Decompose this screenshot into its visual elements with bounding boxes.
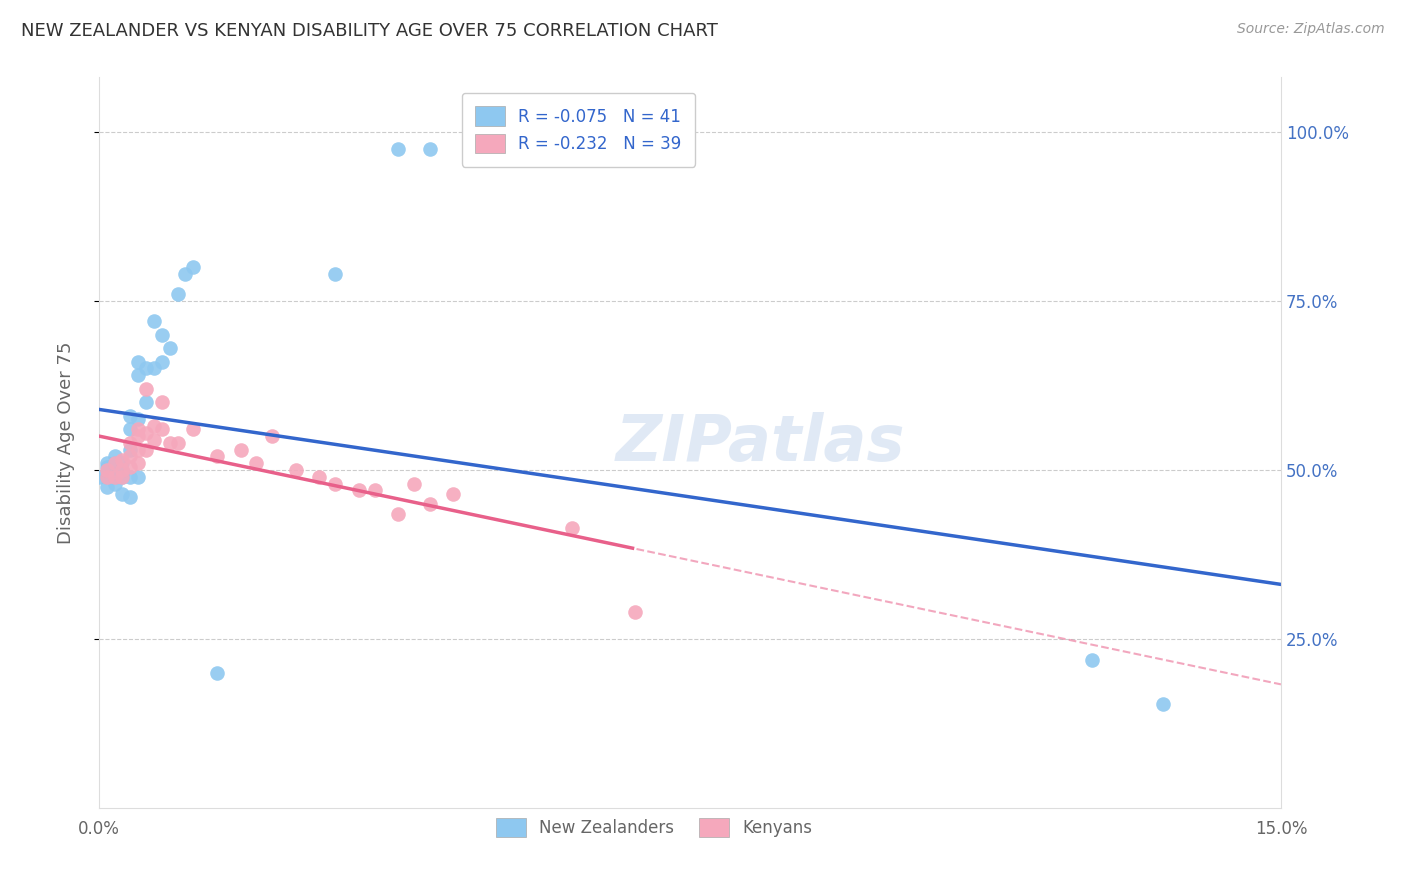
Point	[127, 368, 149, 383]
Point	[120, 409, 142, 423]
Point	[111, 463, 134, 477]
Point	[387, 507, 409, 521]
Legend: New Zealanders, Kenyans: New Zealanders, Kenyans	[489, 812, 820, 844]
Point	[262, 429, 284, 443]
Point	[284, 463, 307, 477]
Point	[127, 470, 149, 484]
Point	[174, 267, 197, 281]
Point	[135, 382, 157, 396]
Point	[135, 425, 157, 440]
Point	[419, 497, 441, 511]
Point	[135, 395, 157, 409]
Point	[96, 456, 118, 470]
Point	[363, 483, 385, 498]
Point	[323, 267, 346, 281]
Point	[111, 470, 134, 484]
Point	[111, 453, 134, 467]
Point	[443, 486, 465, 500]
Point	[150, 395, 173, 409]
Point	[103, 456, 125, 470]
Point	[159, 436, 181, 450]
Point	[1152, 697, 1174, 711]
Point	[103, 476, 125, 491]
Point	[127, 355, 149, 369]
Point	[103, 456, 125, 470]
Point	[183, 422, 205, 436]
Point	[111, 456, 134, 470]
Point	[150, 422, 173, 436]
Point	[96, 480, 118, 494]
Point	[419, 141, 441, 155]
Point	[111, 470, 134, 484]
Point	[103, 463, 125, 477]
Point	[402, 476, 425, 491]
Text: ZIPatlas: ZIPatlas	[616, 412, 905, 474]
Text: Source: ZipAtlas.com: Source: ZipAtlas.com	[1237, 22, 1385, 37]
Point	[120, 436, 142, 450]
Point	[143, 361, 166, 376]
Point	[308, 470, 330, 484]
Point	[135, 442, 157, 457]
Point	[245, 456, 267, 470]
Point	[127, 456, 149, 470]
Text: NEW ZEALANDER VS KENYAN DISABILITY AGE OVER 75 CORRELATION CHART: NEW ZEALANDER VS KENYAN DISABILITY AGE O…	[21, 22, 718, 40]
Point	[205, 450, 228, 464]
Point	[166, 436, 188, 450]
Point	[127, 422, 149, 436]
Point	[561, 520, 583, 534]
Point	[120, 470, 142, 484]
Point	[150, 355, 173, 369]
Point	[96, 470, 118, 484]
Point	[166, 287, 188, 301]
Point	[143, 433, 166, 447]
Point	[103, 470, 125, 484]
Point	[96, 470, 118, 484]
Point	[347, 483, 370, 498]
Point	[387, 141, 409, 155]
Point	[87, 470, 110, 484]
Point	[111, 463, 134, 477]
Point	[127, 442, 149, 457]
Point	[111, 486, 134, 500]
Point	[323, 476, 346, 491]
Point	[103, 470, 125, 484]
Point	[127, 412, 149, 426]
Point	[120, 442, 142, 457]
Point	[127, 429, 149, 443]
Point	[120, 422, 142, 436]
Point	[205, 666, 228, 681]
Point	[143, 314, 166, 328]
Point	[150, 327, 173, 342]
Point	[96, 463, 118, 477]
Y-axis label: Disability Age Over 75: Disability Age Over 75	[58, 342, 75, 544]
Point	[229, 442, 252, 457]
Point	[1081, 652, 1104, 666]
Point	[159, 341, 181, 355]
Point	[623, 605, 645, 619]
Point	[183, 260, 205, 274]
Point	[103, 463, 125, 477]
Point	[111, 467, 134, 481]
Point	[120, 459, 142, 474]
Point	[135, 361, 157, 376]
Point	[143, 419, 166, 434]
Point	[96, 459, 118, 474]
Point	[120, 450, 142, 464]
Point	[103, 450, 125, 464]
Point	[120, 490, 142, 504]
